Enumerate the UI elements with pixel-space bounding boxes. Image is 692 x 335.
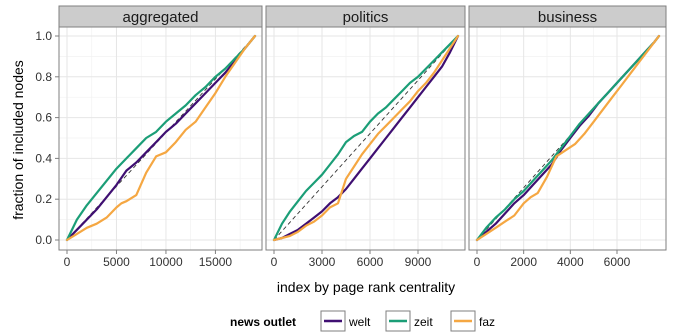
y-tick-label: 0.8 <box>35 70 52 84</box>
series-line-zeit <box>65 34 257 242</box>
x-tick-label: 0 <box>474 255 481 269</box>
series-line-zeit <box>475 34 661 242</box>
x-tick-label: 6000 <box>357 255 384 269</box>
y-axis-title: fraction of included nodes <box>10 60 26 220</box>
legend-label-faz: faz <box>479 315 495 329</box>
legend-label-zeit: zeit <box>414 315 433 329</box>
x-tick-label: 3000 <box>309 255 336 269</box>
series-line-zeit <box>272 34 460 242</box>
series-line-faz <box>65 34 257 242</box>
x-tick-label: 9000 <box>405 255 432 269</box>
facet-strip-label: aggregated <box>123 9 199 26</box>
legend-title: news outlet <box>230 315 296 329</box>
x-tick-label: 10000 <box>149 255 183 269</box>
facet-panel-business: business 0 2000 4000 6000 <box>468 5 667 269</box>
reference-diagonal-line <box>273 35 459 241</box>
series-line-faz <box>475 34 661 242</box>
x-tick-label: 5000 <box>103 255 130 269</box>
x-tick-label: 2000 <box>510 255 537 269</box>
y-tick-label: 0.0 <box>35 233 52 247</box>
series-line-welt <box>65 34 257 242</box>
facet-plot-border <box>58 26 263 251</box>
facet-plot-border <box>468 26 667 251</box>
y-tick-label: 1.0 <box>35 29 52 43</box>
facet-strip-label: business <box>538 9 597 26</box>
facet-panel-aggregated: aggregated 0 5000 10000 15000 <box>58 5 263 269</box>
legend-label-welt: welt <box>348 315 371 329</box>
x-axis-title: index by page rank centrality <box>277 279 455 295</box>
legend: news outlet welt zeit faz <box>230 310 495 332</box>
x-tick-label: 6000 <box>604 255 631 269</box>
x-tick-label: 0 <box>64 255 71 269</box>
y-tick-label: 0.6 <box>35 111 52 125</box>
facet-panel-politics: politics 0 3000 6000 9000 <box>265 5 466 269</box>
facet-plot-border <box>265 26 466 251</box>
x-tick-label: 4000 <box>557 255 584 269</box>
x-tick-label: 0 <box>271 255 278 269</box>
y-tick-label: 0.2 <box>35 192 52 206</box>
y-tick-label: 0.4 <box>35 151 52 165</box>
series-line-welt <box>272 34 460 242</box>
series-line-faz <box>272 34 460 242</box>
facet-strip-label: politics <box>343 9 389 26</box>
x-tick-label: 15000 <box>199 255 233 269</box>
